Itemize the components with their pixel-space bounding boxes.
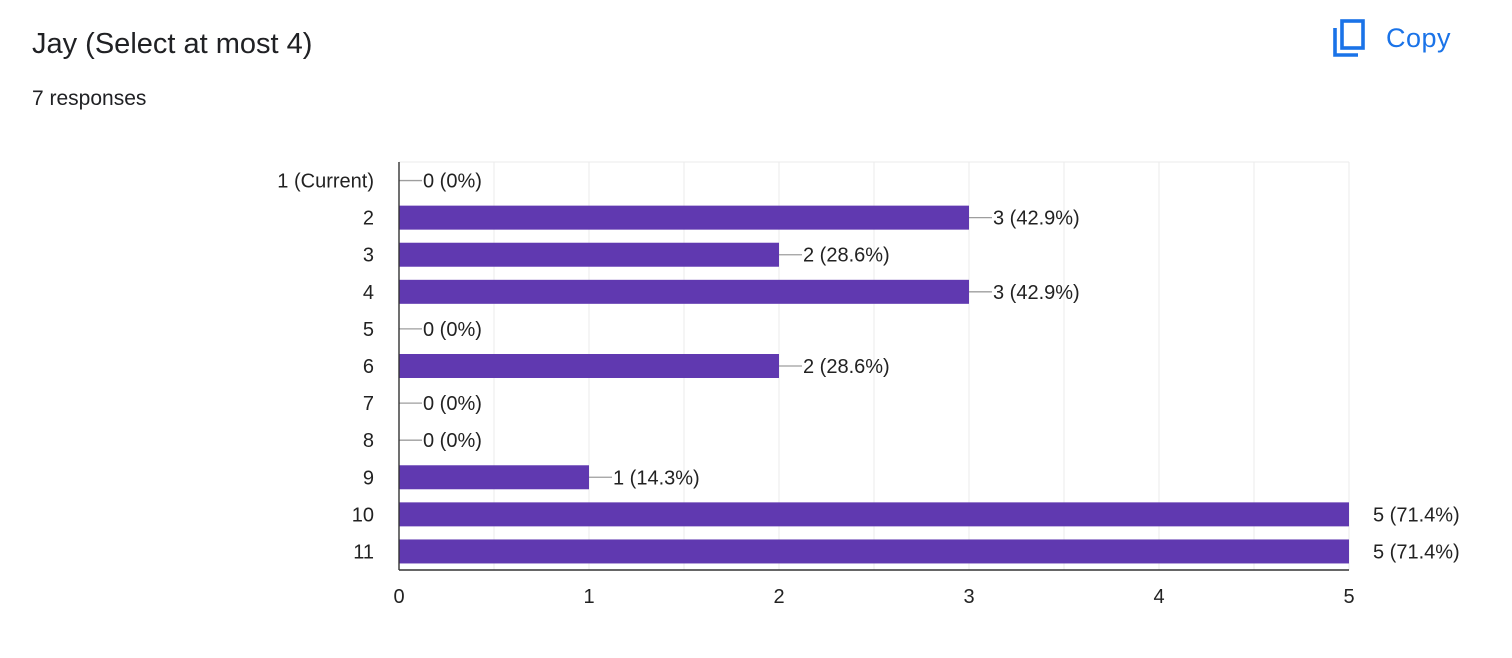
x-tick-label: 1 (583, 586, 594, 608)
x-tick-label: 2 (773, 586, 784, 608)
bar (399, 242, 779, 267)
x-tick-label: 5 (1343, 586, 1354, 608)
category-label: 5 (363, 319, 374, 341)
data-label: 3 (42.9%) (993, 282, 1080, 304)
bar (399, 354, 779, 378)
data-label: 2 (28.6%) (803, 245, 890, 267)
bar (399, 279, 969, 304)
copy-button[interactable]: Copy (1324, 12, 1465, 64)
data-label: 3 (42.9%) (993, 208, 1080, 230)
data-label: 5 (71.4%) (1373, 504, 1460, 526)
data-label: 2 (28.6%) (803, 356, 890, 378)
category-label: 10 (352, 504, 374, 526)
category-label: 6 (363, 356, 374, 378)
x-tick-label: 3 (963, 586, 974, 608)
category-label: 3 (363, 245, 374, 267)
question-title: Jay (Select at most 4) (32, 28, 313, 60)
category-label: 8 (363, 430, 374, 452)
category-label: 2 (363, 208, 374, 230)
x-tick-label: 0 (393, 586, 404, 608)
data-label: 0 (0%) (423, 430, 482, 452)
bar (399, 205, 969, 230)
data-label: 0 (0%) (423, 393, 482, 415)
category-label: 11 (353, 541, 374, 563)
bar (399, 465, 589, 490)
x-tick-label: 4 (1153, 586, 1164, 608)
data-label: 0 (0%) (423, 171, 482, 193)
category-label: 1 (Current) (277, 171, 374, 193)
category-label: 7 (363, 393, 374, 415)
copy-icon (1333, 19, 1365, 57)
response-count: 7 responses (32, 87, 147, 110)
category-label: 4 (363, 282, 374, 304)
bar (399, 539, 1349, 564)
copy-label: Copy (1386, 23, 1452, 53)
data-label: 1 (14.3%) (613, 467, 700, 489)
category-label: 9 (363, 467, 374, 489)
bar (399, 502, 1349, 527)
data-label: 0 (0%) (423, 319, 482, 341)
data-label: 5 (71.4%) (1373, 541, 1460, 563)
